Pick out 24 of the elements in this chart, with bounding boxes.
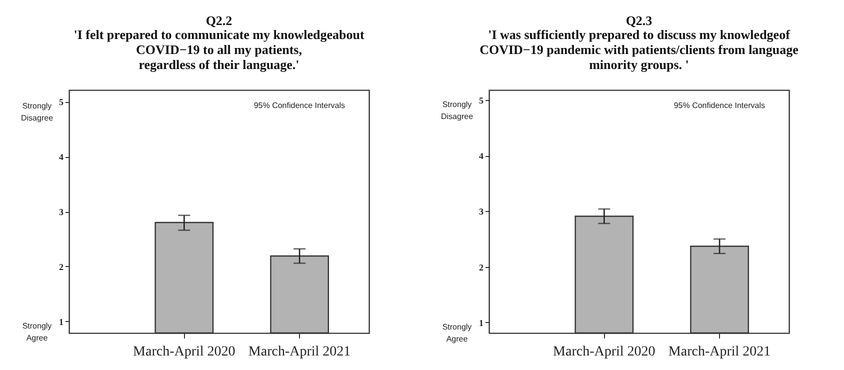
y-tick-label: 1 <box>479 318 484 328</box>
chart-subtitle: 'I was sufficiently prepared to discuss my knowledgeof COVID−19 pandemic with patients/clients from language minority groups. ' <box>480 27 799 72</box>
chart-subtitle: 'I felt prepared to communicate my knowledgeabout COVID−19 to all my patients, regardless of their language.' <box>74 27 365 72</box>
y-tick-label: 5 <box>479 96 484 106</box>
y-tick-label: 3 <box>59 207 64 217</box>
y-tick-label: 3 <box>479 206 484 217</box>
text: Strongly Agree <box>22 321 52 342</box>
x-tick-label: March-April 2021 <box>668 344 771 360</box>
text: Strongly Agree <box>442 322 472 344</box>
x-tick-label: March-April 2020 <box>553 344 656 360</box>
annotation: 95% Confidence Intervals <box>674 101 765 110</box>
text: Strongly Disagree <box>440 100 474 122</box>
y-tick-label: 4 <box>59 152 64 162</box>
y-tick-label: 2 <box>479 262 484 272</box>
y-tick-label: 4 <box>479 151 484 162</box>
text: Strongly Disagree <box>20 102 54 123</box>
annotation: 95% Confidence Intervals <box>254 101 345 110</box>
y-tick-label: 1 <box>59 316 64 327</box>
y-tick-label: 2 <box>59 262 64 272</box>
chart-title: Q2.3 <box>626 13 653 28</box>
x-tick-label: March-April 2021 <box>248 344 351 360</box>
x-tick-label: March-April 2020 <box>133 344 236 360</box>
y-tick-label: 5 <box>59 97 64 108</box>
chart-title: Q2.2 <box>206 13 232 28</box>
